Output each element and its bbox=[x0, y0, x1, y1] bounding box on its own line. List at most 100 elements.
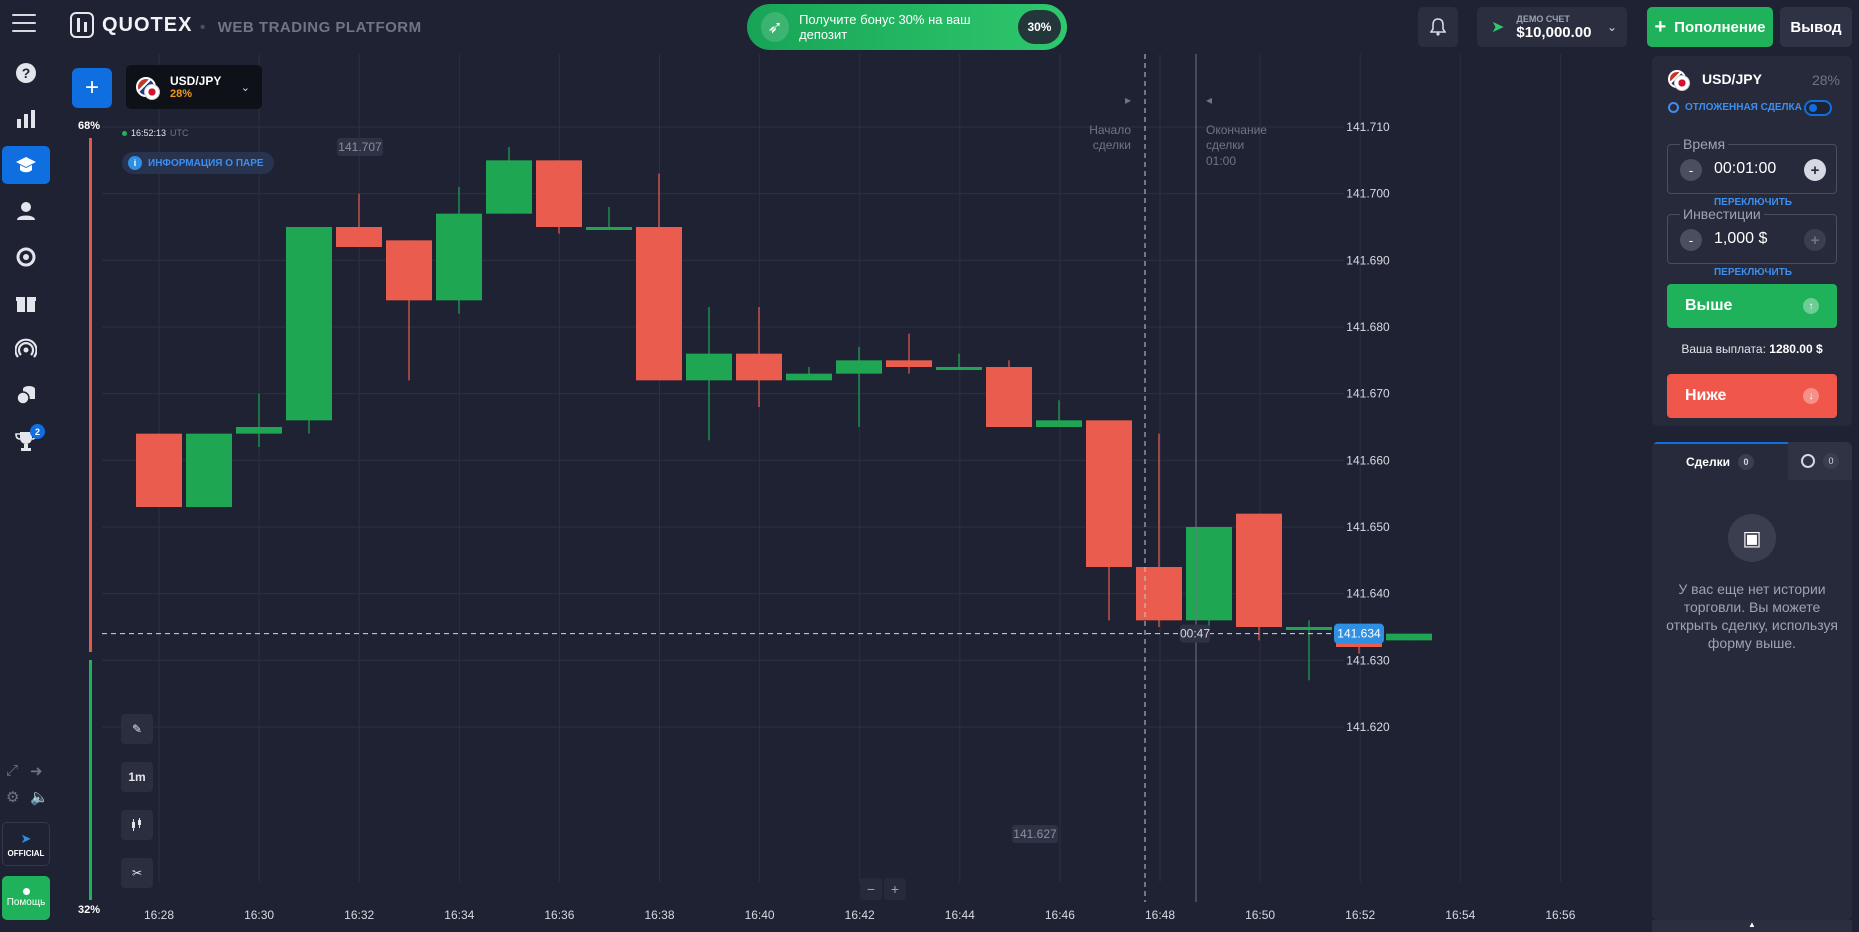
pending-trade-label: ОТЛОЖЕННАЯ СДЕЛКА bbox=[1668, 102, 1802, 113]
sentiment-red-bar bbox=[89, 138, 92, 652]
plus-icon: + bbox=[1654, 15, 1667, 38]
logo-icon bbox=[70, 12, 94, 38]
time-increase-button[interactable]: + bbox=[1804, 159, 1826, 181]
server-time-value: 16:52:13 bbox=[131, 128, 167, 138]
withdraw-button[interactable]: Вывод bbox=[1780, 7, 1852, 47]
countdown-value: 00:47 bbox=[1180, 627, 1210, 641]
coins-icon[interactable] bbox=[2, 376, 50, 414]
candle-up bbox=[286, 227, 332, 421]
bell-icon[interactable] bbox=[1418, 7, 1458, 47]
high-marker-badge bbox=[337, 138, 383, 156]
zoom-in-button[interactable]: + bbox=[884, 878, 906, 900]
empty-box-icon: ▣ bbox=[1728, 514, 1776, 562]
trade-asset: USD/JPY bbox=[1668, 70, 1762, 91]
menu-icon[interactable] bbox=[12, 14, 36, 32]
indicators-button[interactable]: ✂ bbox=[121, 858, 153, 888]
candle-up bbox=[1186, 527, 1232, 621]
usd-jpy-flag-icon bbox=[1668, 70, 1690, 91]
user-icon[interactable] bbox=[2, 192, 50, 230]
panel-collapse-icon[interactable]: ▲ bbox=[1652, 920, 1852, 932]
investment-increase-button[interactable]: + bbox=[1804, 229, 1826, 251]
x-tick-label: 16:28 bbox=[144, 908, 174, 922]
tab-pending[interactable]: 0 bbox=[1788, 442, 1852, 480]
x-tick-label: 16:56 bbox=[1545, 908, 1575, 922]
trade-asset-payout: 28% bbox=[1811, 72, 1840, 88]
price-chart[interactable]: 141.710 141.700 141.690 141.680 141.670 141.6… bbox=[52, 54, 1650, 932]
y-tick-label: 141.660 bbox=[1346, 453, 1390, 467]
pair-info-button[interactable]: i ИНФОРМАЦИЯ О ПАРЕ bbox=[122, 152, 274, 174]
candle-down bbox=[1236, 513, 1282, 627]
official-telegram-button[interactable]: ➤ OFFICIAL bbox=[2, 822, 50, 866]
arrow-down-icon: ↓ bbox=[1803, 388, 1819, 404]
candle-up bbox=[1286, 627, 1332, 630]
y-tick-label: 141.690 bbox=[1346, 253, 1390, 267]
logout-icon[interactable]: ➜ bbox=[30, 763, 43, 780]
settings-icon[interactable]: ⚙ bbox=[6, 789, 20, 806]
up-button[interactable]: Выше ↑ bbox=[1667, 284, 1837, 328]
time-field[interactable]: Время - 00:01:00 + ПЕРЕКЛЮЧИТЬ bbox=[1667, 136, 1837, 208]
logo[interactable]: QUOTEX bbox=[70, 12, 192, 38]
sound-icon[interactable]: 🔈 bbox=[30, 789, 49, 806]
investment-value[interactable]: 1,000 $ bbox=[1714, 230, 1768, 247]
rocket-icon: ➶ bbox=[761, 12, 790, 42]
timezone-label: UTC bbox=[170, 128, 189, 138]
clock-icon bbox=[1668, 102, 1679, 113]
chart-bars-icon[interactable] bbox=[2, 100, 50, 138]
zoom-out-button[interactable]: − bbox=[860, 878, 882, 900]
trophy-icon[interactable]: 2 bbox=[2, 422, 50, 460]
bonus-banner[interactable]: ➶ Получите бонус 30% на ваш депозит 30% bbox=[747, 4, 1067, 50]
official-label: OFFICIAL bbox=[7, 848, 45, 858]
tab-pending-count: 0 bbox=[1823, 453, 1839, 469]
y-tick-label: 141.620 bbox=[1346, 720, 1390, 734]
timeframe-button[interactable]: 1m bbox=[121, 762, 153, 792]
down-button[interactable]: Ниже ↓ bbox=[1667, 374, 1837, 418]
candle-up bbox=[936, 367, 982, 370]
low-marker-badge bbox=[1012, 825, 1058, 843]
gift-icon[interactable] bbox=[2, 284, 50, 322]
deposit-button[interactable]: + Пополнение bbox=[1647, 7, 1773, 47]
fullscreen-icon[interactable]: ⤢ bbox=[6, 762, 19, 779]
time-decrease-button[interactable]: - bbox=[1680, 159, 1702, 181]
bonus-badge: 30% bbox=[1017, 10, 1061, 44]
arrow-up-icon: ↑ bbox=[1803, 298, 1819, 314]
investment-decrease-button[interactable]: - bbox=[1680, 229, 1702, 251]
x-tick-label: 16:48 bbox=[1145, 908, 1175, 922]
investment-field[interactable]: Инвестиции - 1,000 $ + ПЕРЕКЛЮЧИТЬ bbox=[1667, 206, 1837, 278]
current-price-value: 141.634 bbox=[1337, 627, 1381, 641]
time-switch-link[interactable]: ПЕРЕКЛЮЧИТЬ bbox=[1713, 197, 1792, 208]
refresh-icon[interactable] bbox=[2, 238, 50, 276]
investment-label: Инвестиции bbox=[1680, 206, 1764, 222]
pending-trade-toggle[interactable] bbox=[1804, 100, 1832, 116]
candle-up bbox=[1036, 420, 1082, 427]
trade-start-label: сделки bbox=[1093, 138, 1131, 152]
asset-selector[interactable]: USD/JPY 28% ⌄ bbox=[126, 65, 262, 109]
countdown-badge bbox=[1180, 624, 1210, 643]
help-button[interactable]: Помощь bbox=[2, 876, 50, 920]
trade-panel: USD/JPY 28% ОТЛОЖЕННАЯ СДЕЛКА Время - 00… bbox=[1652, 54, 1859, 932]
candle-down bbox=[1136, 567, 1182, 621]
bonus-text: Получите бонус 30% на ваш депозит bbox=[799, 12, 971, 42]
trade-end-arrow: ◂ bbox=[1206, 93, 1212, 107]
chart-type-button[interactable] bbox=[121, 810, 153, 840]
x-tick-label: 16:42 bbox=[845, 908, 875, 922]
candle-down bbox=[136, 433, 182, 507]
tab-trades[interactable]: Сделки 0 bbox=[1652, 442, 1788, 480]
add-chart-button[interactable]: + bbox=[72, 68, 112, 108]
deposit-label: Пополнение bbox=[1674, 18, 1766, 36]
tab-trades-label: Сделки bbox=[1686, 455, 1730, 469]
help-icon[interactable]: ? bbox=[2, 54, 50, 92]
candle-up bbox=[836, 360, 882, 374]
asset-payout: 28% bbox=[170, 88, 193, 100]
trade-form: USD/JPY 28% ОТЛОЖЕННАЯ СДЕЛКА Время - 00… bbox=[1652, 56, 1852, 426]
pair-info-label: ИНФОРМАЦИЯ О ПАРЕ bbox=[148, 157, 264, 169]
time-value[interactable]: 00:01:00 bbox=[1714, 160, 1777, 177]
drawing-tool-button[interactable]: ✎ bbox=[121, 714, 153, 744]
investment-switch-link[interactable]: ПЕРЕКЛЮЧИТЬ bbox=[1713, 267, 1792, 278]
signal-icon[interactable] bbox=[2, 330, 50, 368]
usd-jpy-flag-icon bbox=[136, 77, 160, 100]
payout-label: Ваша выплата: bbox=[1681, 342, 1766, 356]
y-tick-label: 141.650 bbox=[1346, 520, 1390, 534]
education-icon[interactable] bbox=[2, 146, 50, 184]
account-selector[interactable]: ➤ ДЕМО СЧЕТ $10,000.00 ⌄ bbox=[1477, 7, 1627, 47]
sentiment-green-bar bbox=[89, 660, 92, 900]
